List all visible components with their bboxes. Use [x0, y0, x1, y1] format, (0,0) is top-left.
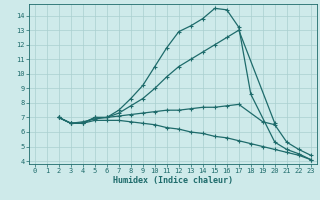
X-axis label: Humidex (Indice chaleur): Humidex (Indice chaleur): [113, 176, 233, 185]
